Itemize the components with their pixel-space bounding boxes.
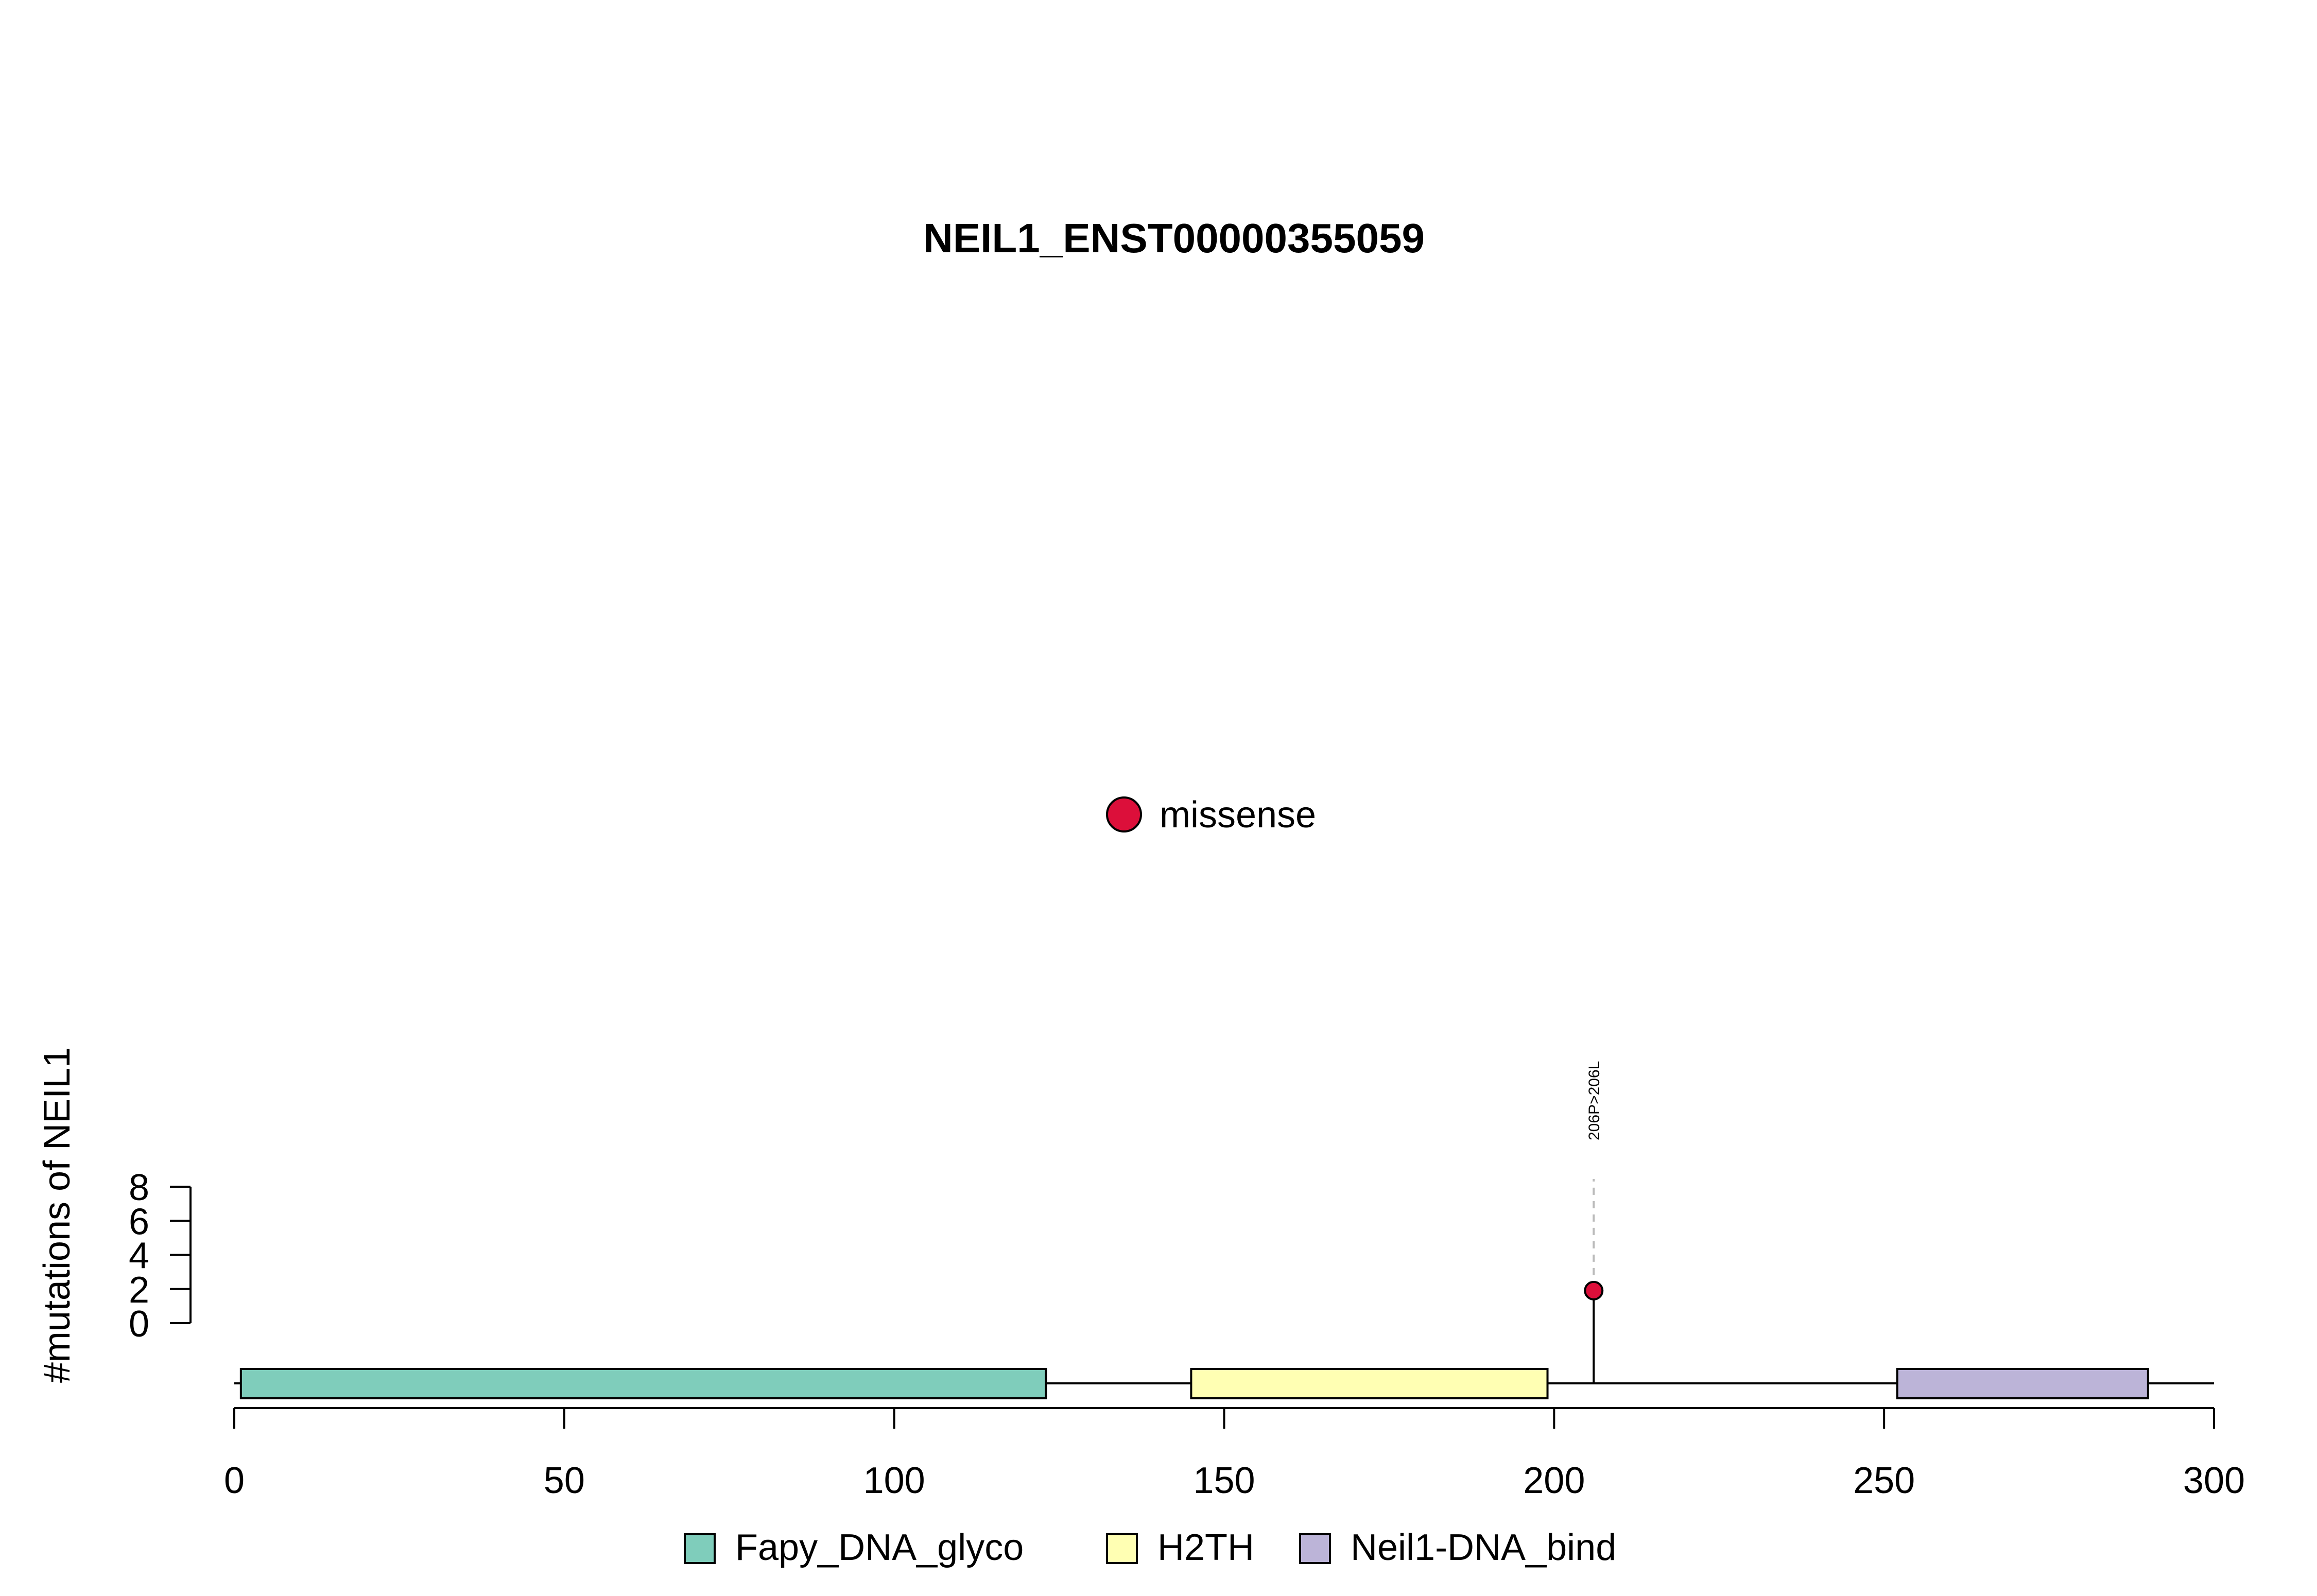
y-axis-label: #mutations of NEIL1 xyxy=(37,1047,78,1383)
y-tick-label: 8 xyxy=(129,1167,149,1208)
mutation-legend: missense xyxy=(1106,794,1316,836)
x-tick-label: 150 xyxy=(1193,1460,1255,1501)
x-tick-label: 50 xyxy=(544,1460,585,1501)
legend-marker-missense xyxy=(1106,796,1142,832)
domains xyxy=(239,1368,2149,1399)
y-tick-label: 0 xyxy=(129,1304,149,1345)
mutation-label: 206P>206L xyxy=(1586,1061,1603,1140)
mutation-point xyxy=(1584,1280,1604,1300)
domain-legend-label: Fapy_DNA_glyco xyxy=(735,1527,1024,1568)
x-tick-label: 100 xyxy=(863,1460,925,1501)
domain-neil1-dna-bind xyxy=(1896,1368,2149,1399)
x-tick-label: 300 xyxy=(2183,1460,2245,1501)
domain-h2th xyxy=(1190,1368,1549,1399)
domain-legend-label: H2TH xyxy=(1157,1527,1254,1568)
legend-label-missense: missense xyxy=(1160,794,1316,836)
y-tick-label: 4 xyxy=(129,1236,149,1277)
domain-legend-swatch xyxy=(1299,1533,1331,1564)
domain-legend-swatch xyxy=(684,1533,716,1564)
x-tick-label: 200 xyxy=(1523,1460,1585,1501)
x-tick-label: 250 xyxy=(1853,1460,1915,1501)
domain-fapy-dna-glyco xyxy=(239,1368,1047,1399)
y-tick-label: 6 xyxy=(129,1201,149,1242)
domain-legend-label: Neil1-DNA_bind xyxy=(1351,1527,1616,1568)
domain-legend: Fapy_DNA_glyco H2TH Neil1-DNA_bind xyxy=(684,1527,1616,1568)
chart-title: NEIL1_ENST00000355059 xyxy=(923,215,1425,261)
domain-legend-swatch xyxy=(1106,1533,1138,1564)
x-tick-label: 0 xyxy=(224,1460,245,1501)
x-axis: 0 50 100 150 200 250 300 xyxy=(224,1407,2245,1501)
y-tick-label: 2 xyxy=(129,1270,149,1311)
mutations: 206P>206L xyxy=(1584,1061,1604,1383)
